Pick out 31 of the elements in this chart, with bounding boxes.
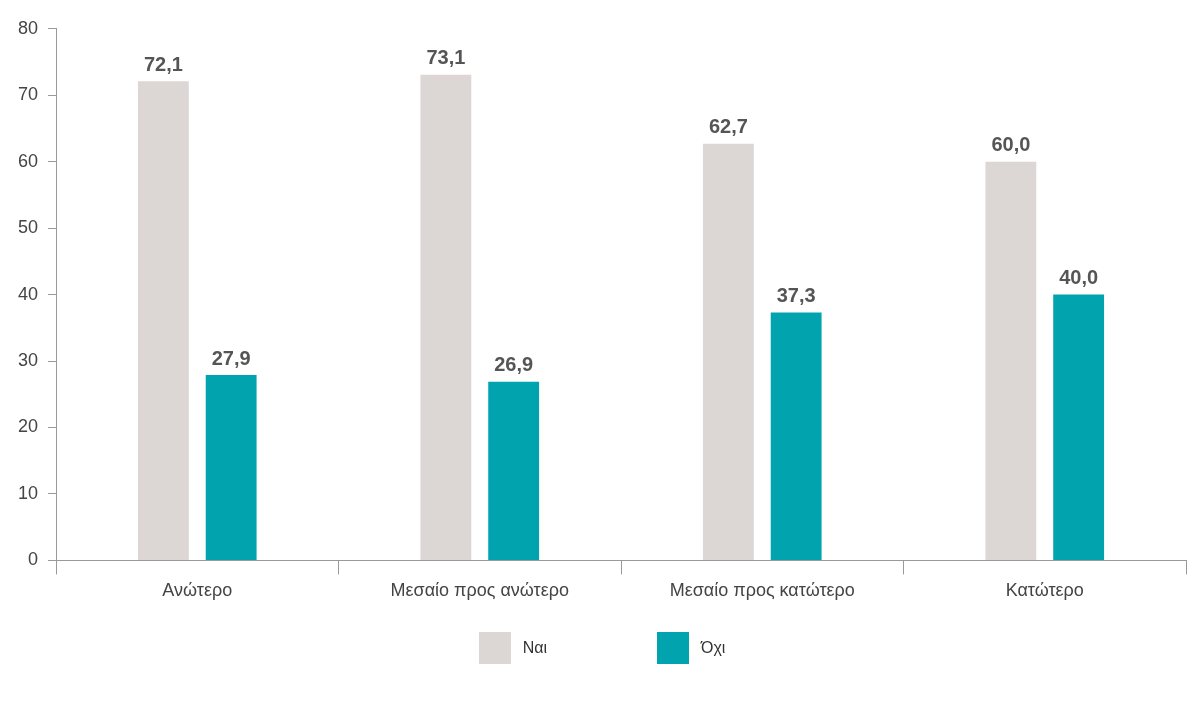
data-label: 40,0 (1059, 266, 1099, 289)
data-label: 62,7 (708, 115, 748, 138)
legend-label: Ναι (522, 639, 547, 657)
y-tick-label: 70 (17, 84, 39, 105)
x-tick-label: Ανώτερο (162, 580, 233, 601)
data-label: 73,1 (426, 46, 466, 69)
y-tick-label: 40 (17, 283, 39, 304)
data-label: 60,0 (991, 133, 1031, 156)
x-tick-label: Μεσαίο προς ανώτερο (390, 580, 570, 601)
bar (985, 161, 1037, 560)
y-tick-label: 20 (17, 416, 39, 437)
data-label: 27,9 (211, 346, 251, 369)
bar (1053, 294, 1105, 560)
y-tick-label: 0 (28, 549, 39, 570)
y-tick-label: 50 (17, 217, 39, 238)
bar (770, 312, 822, 560)
y-tick-label: 80 (17, 17, 39, 38)
data-label: 26,9 (494, 353, 534, 376)
y-tick-label: 30 (17, 350, 39, 371)
y-tick-label: 60 (17, 150, 39, 171)
bar (488, 381, 540, 560)
legend-label: Όχι (701, 639, 726, 657)
bar (205, 375, 257, 560)
bar (420, 74, 472, 560)
bar (137, 81, 189, 560)
y-tick-label: 10 (17, 482, 39, 503)
x-tick-label: Κατώτερο (1005, 580, 1084, 601)
x-tick-label: Μεσαίο προς κατώτερο (669, 580, 855, 601)
data-label: 72,1 (143, 52, 183, 75)
bar (702, 143, 754, 560)
data-label: 37,3 (776, 284, 816, 307)
